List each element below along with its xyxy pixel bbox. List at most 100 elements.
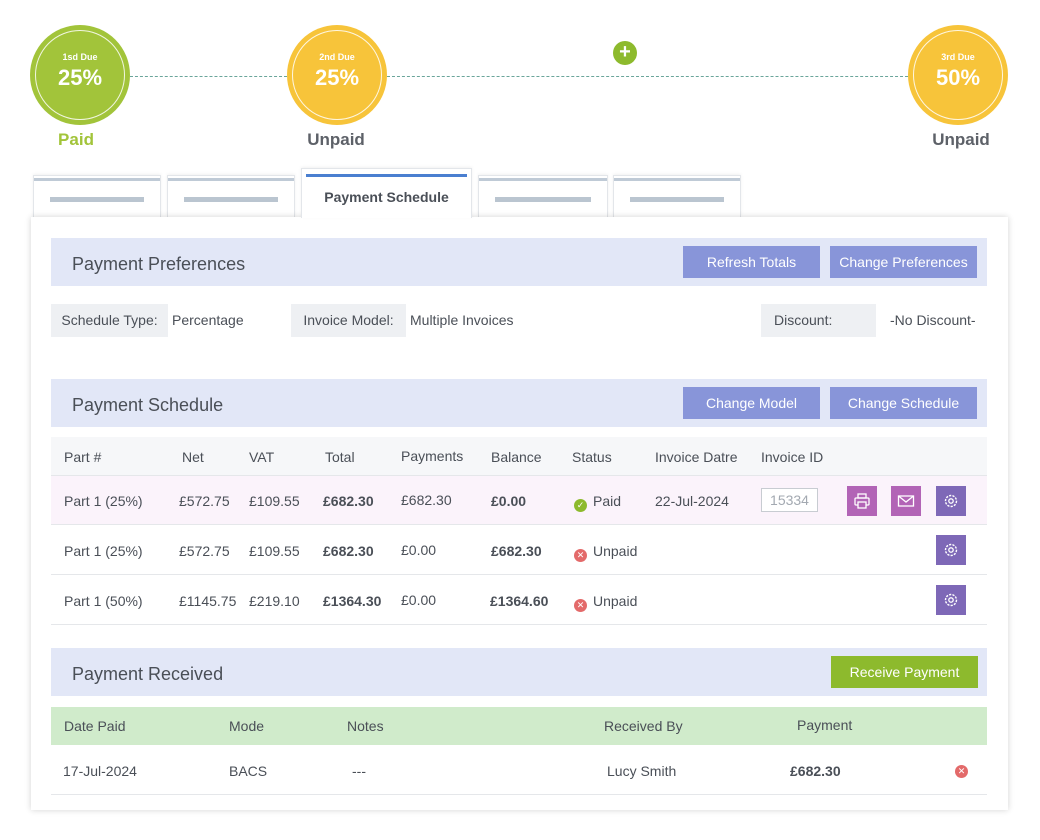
- settings-button[interactable]: [936, 585, 966, 615]
- tab-payment-schedule[interactable]: Payment Schedule: [301, 168, 472, 218]
- change-model-button[interactable]: Change Model: [683, 387, 820, 419]
- column-header: Payments: [401, 448, 464, 464]
- cell-balance: £682.30: [491, 543, 542, 559]
- invoice-model-label: Invoice Model:: [291, 304, 406, 337]
- column-header: Mode: [229, 718, 265, 734]
- table-row: 17-Jul-2024 BACS --- Lucy Smith £682.30 …: [51, 745, 987, 795]
- column-header: Net: [182, 449, 204, 465]
- milestone-1[interactable]: 1sd Due 25%: [30, 25, 130, 125]
- cell-date-paid: 17-Jul-2024: [63, 763, 137, 779]
- gear-icon: [944, 543, 958, 557]
- column-header: Invoice ID: [761, 449, 824, 465]
- tab-label: Payment Schedule: [324, 189, 449, 205]
- invoice-model-value: Multiple Invoices: [410, 312, 514, 328]
- column-header: Status: [572, 449, 612, 465]
- delete-icon[interactable]: ✕: [955, 765, 968, 778]
- milestone-label: 1sd Due: [62, 52, 98, 62]
- cell-payments: £0.00: [401, 542, 437, 558]
- plus-icon: +: [619, 41, 631, 63]
- cell-total: £1364.30: [323, 593, 382, 609]
- refresh-totals-button[interactable]: Refresh Totals: [683, 246, 820, 278]
- invoice-id-input[interactable]: 15334: [761, 488, 818, 512]
- received-table-header: Date Paid Mode Notes Received By Payment: [51, 707, 987, 745]
- add-milestone-button[interactable]: +: [613, 41, 637, 65]
- discount-value: -No Discount-: [890, 312, 976, 328]
- column-header: Payment: [797, 717, 853, 733]
- status-text: Unpaid: [593, 543, 638, 559]
- cell-balance: £0.00: [491, 493, 527, 509]
- cell-part: Part 1 (25%): [64, 543, 143, 559]
- cross-icon: ✕: [574, 549, 587, 562]
- milestone-label: 3rd Due: [941, 52, 975, 62]
- milestone-percent: 50%: [935, 65, 981, 90]
- change-preferences-button[interactable]: Change Preferences: [830, 246, 977, 278]
- cell-received-by: Lucy Smith: [607, 763, 677, 779]
- cell-net: £572.75: [179, 493, 230, 509]
- milestone-label: 2nd Due: [319, 52, 355, 62]
- preferences-header: Payment Preferences Refresh Totals Chang…: [51, 238, 987, 286]
- settings-button[interactable]: [936, 486, 966, 516]
- section-title: Payment Received: [72, 664, 224, 684]
- cell-invoice-date: 22-Jul-2024: [655, 493, 729, 509]
- cell-vat: £219.10: [249, 593, 300, 609]
- cell-mode: BACS: [229, 763, 268, 779]
- column-header: VAT: [249, 449, 275, 465]
- tab-placeholder: [184, 197, 278, 202]
- cell-status: ✕ Unpaid: [574, 593, 637, 612]
- column-header: Invoice Datre: [655, 449, 738, 465]
- main-panel: Payment Preferences Refresh Totals Chang…: [31, 217, 1008, 810]
- column-header: Balance: [491, 449, 542, 465]
- milestone-2[interactable]: 2nd Due 25%: [287, 25, 387, 125]
- receive-payment-button[interactable]: Receive Payment: [831, 656, 978, 688]
- column-header: Total: [325, 449, 355, 465]
- table-row: Part 1 (25%) £572.75 £109.55 £682.30 £0.…: [51, 525, 987, 575]
- milestone-status: Unpaid: [932, 130, 990, 149]
- table-row: Part 1 (25%) £572.75 £109.55 £682.30 £68…: [51, 476, 987, 525]
- received-header: Payment Received Receive Payment: [51, 648, 987, 696]
- milestone-3[interactable]: 3rd Due 50%: [908, 25, 1008, 125]
- email-button[interactable]: [891, 486, 921, 516]
- cell-net: £572.75: [179, 543, 230, 559]
- cell-total: £682.30: [323, 543, 374, 559]
- gear-icon: [944, 494, 958, 508]
- column-header: Date Paid: [64, 718, 126, 734]
- cell-part: Part 1 (50%): [64, 593, 143, 609]
- printer-icon: [854, 493, 870, 509]
- tab-1[interactable]: [33, 175, 161, 217]
- milestone-percent: 25%: [314, 65, 360, 90]
- tab-4[interactable]: [478, 175, 608, 217]
- payment-timeline: 1sd Due 25% Paid 2nd Due 25% Unpaid + 3r…: [0, 0, 1040, 170]
- status-text: Paid: [593, 493, 622, 509]
- table-row: Part 1 (50%) £1145.75 £219.10 £1364.30 £…: [51, 575, 987, 625]
- column-header: Part #: [64, 449, 102, 465]
- milestone-status: Unpaid: [307, 130, 365, 149]
- schedule-type-value: Percentage: [172, 312, 244, 328]
- milestone-status: Paid: [58, 130, 94, 149]
- print-button[interactable]: [847, 486, 877, 516]
- milestone-percent: 25%: [57, 65, 103, 90]
- change-schedule-button[interactable]: Change Schedule: [830, 387, 977, 419]
- section-title: Payment Preferences: [72, 254, 246, 274]
- gear-icon: [944, 593, 958, 607]
- cell-status: ✓ Paid: [574, 493, 621, 512]
- schedule-type-label: Schedule Type:: [51, 304, 168, 337]
- cell-net: £1145.75: [179, 593, 237, 609]
- cell-payments: £0.00: [401, 592, 437, 608]
- cell-vat: £109.55: [249, 493, 300, 509]
- tab-placeholder: [495, 197, 591, 202]
- cell-payments: £682.30: [401, 492, 452, 508]
- envelope-icon: [897, 495, 915, 507]
- column-header: Notes: [347, 718, 384, 734]
- tab-5[interactable]: [613, 175, 741, 217]
- tab-2[interactable]: [167, 175, 295, 217]
- tab-placeholder: [50, 197, 144, 202]
- section-title: Payment Schedule: [72, 395, 224, 415]
- status-text: Unpaid: [593, 593, 638, 609]
- tab-placeholder: [630, 197, 724, 202]
- cell-status: ✕ Unpaid: [574, 543, 637, 562]
- cell-total: £682.30: [323, 493, 374, 509]
- schedule-table-header: Part # Net VAT Total Payments Balance St…: [51, 437, 987, 476]
- settings-button[interactable]: [936, 535, 966, 565]
- cell-payment: £682.30: [790, 763, 841, 779]
